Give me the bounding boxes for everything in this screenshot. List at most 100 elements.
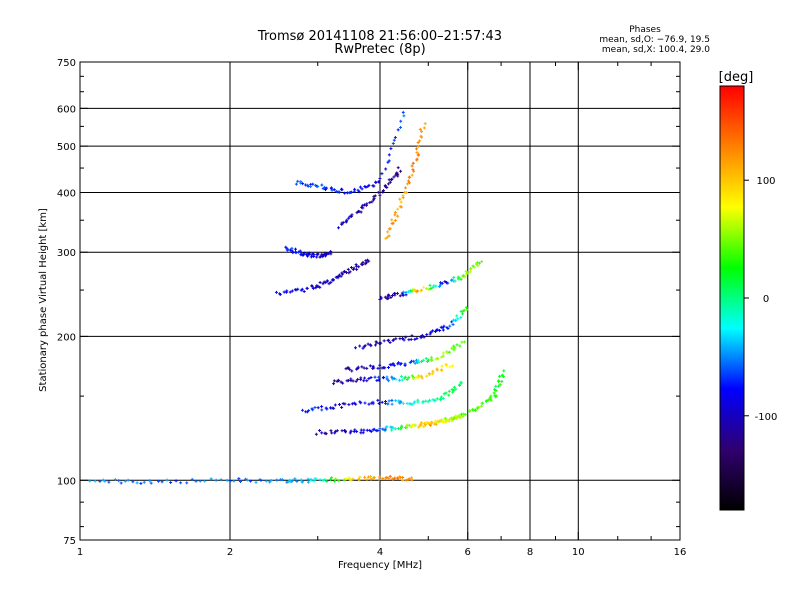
data-point bbox=[439, 397, 443, 401]
data-point bbox=[403, 362, 407, 366]
data-point bbox=[237, 477, 241, 481]
data-point bbox=[311, 252, 315, 256]
data-point bbox=[494, 389, 498, 393]
data-point bbox=[436, 328, 440, 332]
data-point bbox=[390, 218, 394, 222]
data-point bbox=[402, 376, 406, 380]
data-point bbox=[354, 263, 358, 267]
data-point bbox=[476, 264, 480, 268]
data-point bbox=[311, 408, 315, 412]
data-point bbox=[407, 181, 411, 185]
data-point bbox=[337, 226, 341, 230]
data-point bbox=[359, 428, 363, 432]
x-tick-label: 16 bbox=[674, 547, 687, 558]
data-point bbox=[393, 476, 397, 480]
data-point bbox=[368, 475, 372, 479]
data-point bbox=[228, 479, 232, 483]
data-point bbox=[363, 475, 367, 479]
stats-o: mean, sd,O: −76.9, 19.5 bbox=[599, 35, 710, 45]
data-point bbox=[316, 284, 320, 288]
data-point bbox=[302, 289, 306, 293]
data-point bbox=[391, 339, 395, 343]
data-point bbox=[337, 190, 341, 194]
data-point bbox=[405, 377, 409, 381]
data-point bbox=[377, 375, 381, 379]
data-point bbox=[401, 293, 405, 297]
data-point bbox=[131, 480, 135, 484]
data-point bbox=[404, 478, 408, 482]
data-point bbox=[98, 479, 102, 483]
data-point bbox=[334, 429, 338, 433]
data-point bbox=[379, 297, 383, 301]
data-point bbox=[412, 359, 416, 363]
data-point bbox=[500, 380, 504, 384]
data-point bbox=[337, 403, 341, 407]
data-point bbox=[290, 246, 294, 250]
data-point bbox=[365, 261, 369, 265]
data-point bbox=[339, 274, 343, 278]
data-point bbox=[440, 364, 444, 368]
data-point bbox=[405, 191, 409, 195]
data-point bbox=[452, 279, 456, 283]
data-point bbox=[387, 338, 391, 342]
data-point bbox=[459, 277, 463, 281]
data-point bbox=[442, 420, 446, 424]
data-point bbox=[435, 397, 439, 401]
data-point bbox=[416, 400, 420, 404]
data-point bbox=[440, 281, 444, 285]
data-point bbox=[431, 398, 435, 402]
data-point bbox=[442, 324, 446, 328]
data-point bbox=[293, 477, 297, 481]
data-point bbox=[169, 481, 173, 485]
data-point bbox=[407, 423, 411, 427]
data-point bbox=[438, 419, 442, 423]
data-point bbox=[377, 477, 381, 481]
data-point bbox=[356, 377, 360, 381]
data-point bbox=[416, 358, 420, 362]
data-point bbox=[314, 477, 318, 481]
data-point bbox=[422, 285, 426, 289]
data-point bbox=[394, 377, 398, 381]
data-point bbox=[394, 427, 398, 431]
data-point bbox=[498, 383, 502, 387]
data-point bbox=[441, 396, 445, 400]
data-point bbox=[313, 405, 317, 409]
data-point bbox=[391, 141, 395, 145]
data-point bbox=[387, 159, 391, 163]
data-point bbox=[448, 324, 452, 328]
data-point bbox=[417, 425, 421, 429]
data-point bbox=[430, 355, 434, 359]
data-point bbox=[340, 405, 344, 409]
data-point bbox=[377, 180, 381, 184]
data-point bbox=[374, 180, 378, 184]
data-point bbox=[392, 138, 396, 142]
data-point bbox=[139, 481, 143, 485]
data-point bbox=[387, 379, 391, 383]
colorbar-tick-label: 0 bbox=[763, 294, 769, 305]
data-point bbox=[264, 479, 268, 483]
data-point bbox=[416, 289, 420, 293]
data-point bbox=[390, 363, 394, 367]
data-point bbox=[447, 389, 451, 393]
data-point bbox=[398, 337, 402, 341]
data-point bbox=[428, 283, 432, 287]
data-point bbox=[312, 479, 316, 483]
data-point bbox=[390, 428, 394, 432]
data-point bbox=[358, 400, 362, 404]
data-point bbox=[361, 346, 365, 350]
data-point bbox=[382, 339, 386, 343]
data-point bbox=[433, 419, 437, 423]
data-point bbox=[418, 139, 422, 143]
data-point bbox=[416, 145, 420, 149]
data-point bbox=[350, 369, 354, 373]
data-point bbox=[316, 406, 320, 410]
data-point bbox=[440, 368, 444, 372]
data-point bbox=[389, 147, 393, 151]
data-point bbox=[452, 275, 456, 279]
data-point bbox=[458, 383, 462, 387]
data-point bbox=[365, 477, 369, 481]
data-point bbox=[290, 249, 294, 253]
data-point bbox=[367, 377, 371, 381]
data-point bbox=[324, 406, 328, 410]
data-point bbox=[368, 201, 372, 205]
